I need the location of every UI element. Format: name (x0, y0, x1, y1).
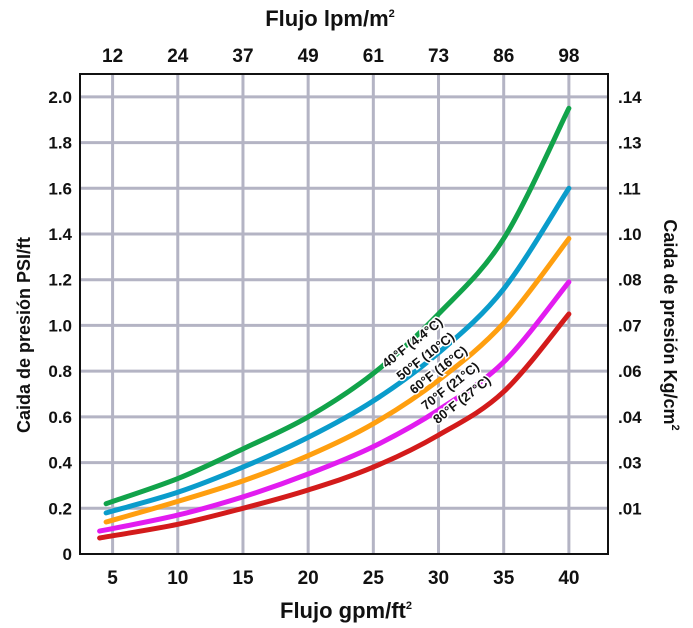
y-tick-label: 1.8 (48, 134, 72, 153)
y-tick-label: 0.2 (48, 499, 72, 518)
y-tick-label: 2.0 (48, 88, 72, 107)
right-tick-label: .06 (618, 362, 642, 381)
y-tick-label: 0 (63, 545, 72, 564)
y-tick-label: 1.0 (48, 316, 72, 335)
right-tick-label: .14 (618, 88, 642, 107)
right-tick-label: .04 (618, 408, 642, 427)
right-tick-label: .10 (618, 225, 642, 244)
right-tick-label: .08 (618, 271, 642, 290)
series-line-0 (103, 105, 572, 507)
x-tick-label: 5 (107, 568, 118, 589)
x-tick-label: 30 (428, 568, 449, 589)
top-tick-label: 86 (493, 46, 514, 67)
x-axis-title: Flujo gpm/ft2 (280, 598, 412, 623)
series-line-1 (103, 185, 572, 516)
y-axis-title-left: Caida de presión PSI/ft (14, 237, 34, 433)
right-tick-label: .11 (618, 179, 641, 198)
tick-labels: 5 10 15 20 25 30 35 40 12 24 37 49 61 73 86 98 0 0.2 0.4 0.… (48, 46, 642, 589)
y-tick-label: 0.8 (48, 362, 72, 381)
top-tick-label: 73 (428, 46, 449, 67)
x-tick-label: 35 (493, 568, 515, 589)
top-tick-label: 12 (102, 46, 123, 67)
y-tick-label: 1.6 (48, 179, 72, 198)
top-tick-label: 49 (298, 46, 319, 67)
top-axis-title: Flujo lpm/m2 (265, 6, 395, 31)
right-tick-label: .03 (618, 454, 642, 473)
top-tick-label: 24 (167, 46, 189, 67)
y-tick-label: 1.4 (48, 225, 72, 244)
y-axis-title-right: Caida de presión Kg/cm2 (660, 219, 681, 430)
plot-frame (79, 73, 609, 555)
y-tick-label: 0.6 (48, 408, 72, 427)
right-tick-label: .01 (618, 499, 642, 518)
right-tick-label: .13 (618, 134, 642, 153)
grid (80, 74, 608, 554)
top-tick-label: 61 (363, 46, 385, 67)
y-tick-label: 0.4 (48, 454, 72, 473)
series-line-3 (97, 279, 572, 534)
curves (97, 105, 572, 541)
top-tick-label: 98 (558, 46, 579, 67)
y-tick-label: 1.2 (48, 271, 72, 290)
x-tick-label: 10 (167, 568, 188, 589)
x-tick-label: 20 (298, 568, 319, 589)
top-tick-label: 37 (232, 46, 253, 67)
series-line-2 (103, 236, 572, 525)
right-tick-label: .07 (618, 316, 642, 335)
series-line-4 (97, 311, 572, 541)
x-tick-label: 15 (232, 568, 254, 589)
x-tick-label: 25 (363, 568, 385, 589)
x-tick-label: 40 (558, 568, 579, 589)
